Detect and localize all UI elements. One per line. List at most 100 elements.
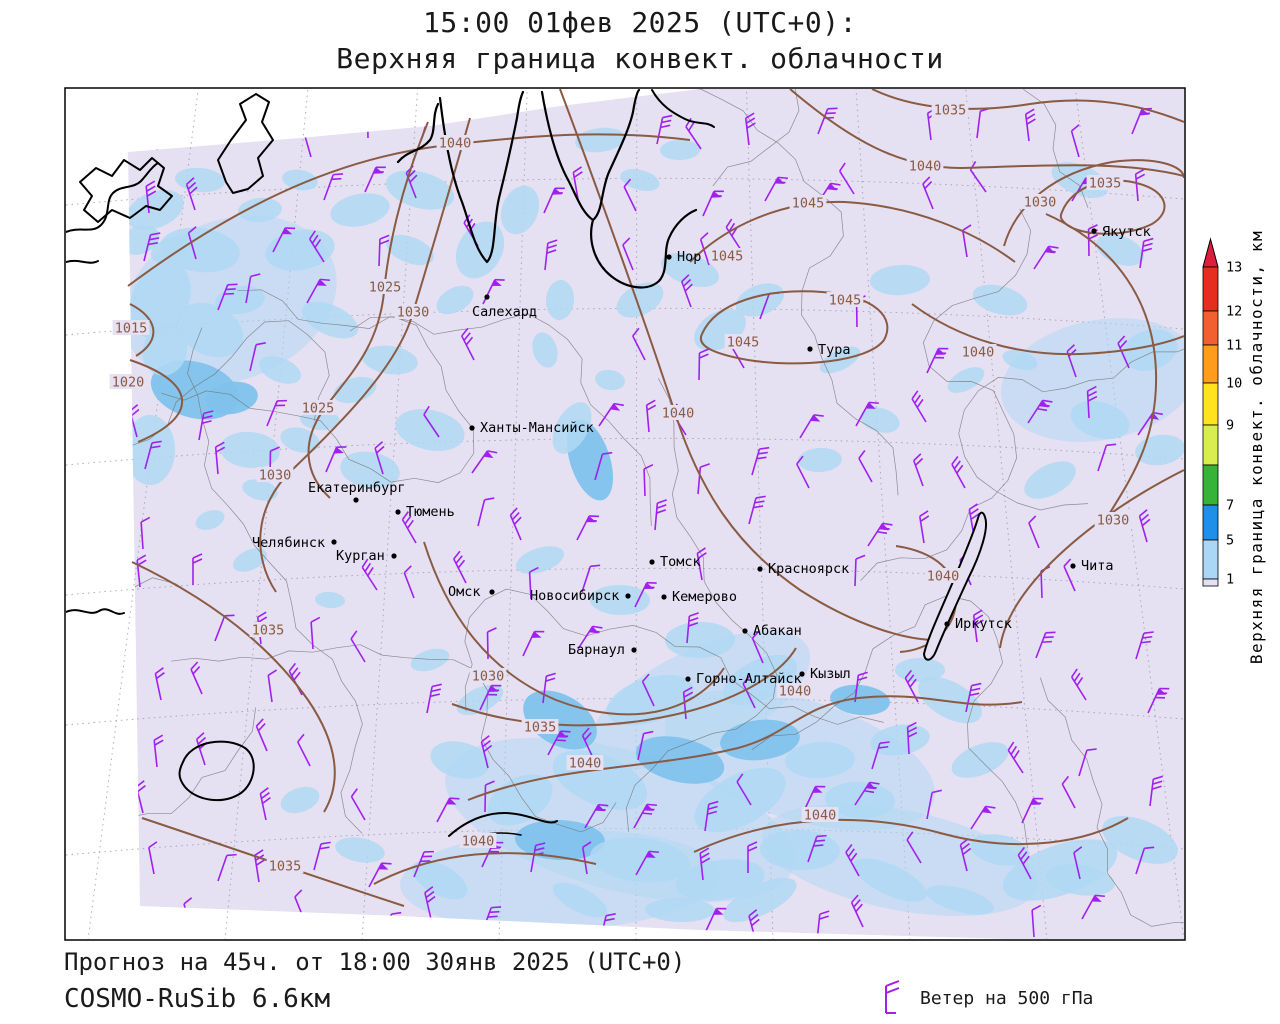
wind-barb <box>594 451 613 481</box>
colorbar-segment <box>1202 539 1219 580</box>
wind-barb <box>144 440 162 470</box>
wind-barb <box>622 237 634 271</box>
isobar-label: 1025 <box>302 401 335 417</box>
isobar-label: 1030 <box>259 468 292 484</box>
isobar-label: 1045 <box>711 249 744 265</box>
city-dot <box>799 671 805 677</box>
city-label: Кемерово <box>672 589 737 605</box>
wind-barb <box>217 283 238 311</box>
isobar-label: 1045 <box>727 335 760 351</box>
isobar-label: 1030 <box>1097 513 1130 529</box>
isobar-label: 1040 <box>662 406 695 422</box>
wind-barb <box>799 414 824 439</box>
wind-barb <box>576 515 600 541</box>
wind-barb <box>185 177 198 211</box>
wind-barb <box>698 348 709 381</box>
city-dot <box>353 497 359 503</box>
wind-barb <box>154 667 165 701</box>
wind-barb <box>1147 687 1170 714</box>
wind-barb <box>1135 631 1154 660</box>
colorbar-segment <box>1202 424 1219 466</box>
isobar-label: 1030 <box>1024 195 1057 211</box>
city-label: Омск <box>448 584 481 600</box>
wind-barb <box>696 547 707 581</box>
isobar-label: 1045 <box>829 293 862 309</box>
wind-barb <box>906 831 922 864</box>
wind-barb <box>1017 846 1032 880</box>
city-label: Тюмень <box>406 504 455 520</box>
city-dot <box>1070 563 1076 569</box>
wind-barbs <box>129 106 1170 939</box>
wind-barb <box>635 850 659 876</box>
city-label: Тура <box>818 342 851 358</box>
wind-barb <box>656 114 673 145</box>
map-content: 1040 1035 1040 1045 1035 1030 1045 1025 1045 1030… <box>66 89 1184 939</box>
wind-barb <box>961 224 972 258</box>
wind-barb <box>633 803 657 829</box>
wind-barb <box>1135 846 1155 875</box>
wind-barb <box>484 780 495 813</box>
wind-barb <box>190 661 203 695</box>
wind-barb <box>913 453 924 487</box>
isobar-lines <box>127 89 1184 907</box>
wind-barb <box>1138 509 1151 543</box>
wind-barb <box>453 550 467 584</box>
city-label: Ханты-Мансийск <box>480 420 594 436</box>
wind-barb <box>310 616 321 650</box>
city-dot <box>661 594 667 600</box>
colorbar-segment <box>1202 504 1219 541</box>
wind-barb <box>267 669 278 703</box>
wind-barb <box>544 239 558 271</box>
wind-barb <box>153 734 164 768</box>
wind-barb <box>747 841 758 873</box>
colorbar-axis-label: Верхняя граница конвект. облачности, км <box>1247 230 1266 664</box>
wind-barb <box>140 516 151 550</box>
wind-barb <box>1086 385 1098 419</box>
wind-barb <box>854 554 866 587</box>
wind-barb <box>681 274 693 308</box>
wind-barb <box>970 805 996 830</box>
city-dot <box>757 566 763 572</box>
colorbar-segment <box>1202 344 1219 384</box>
wind-barb <box>542 672 556 704</box>
wind-barb <box>1134 168 1146 202</box>
wind-barb <box>192 553 203 585</box>
wind-barb <box>926 789 942 820</box>
isobar-label: 1035 <box>269 859 302 875</box>
wind-barb <box>623 178 637 212</box>
wind-barb <box>272 227 296 253</box>
wind-barb <box>477 497 495 527</box>
wind-barb <box>1035 631 1056 659</box>
city-label: Якутск <box>1102 224 1151 240</box>
wind-barb <box>1021 797 1044 824</box>
wind-barb <box>858 450 873 483</box>
colorbar-segment <box>1202 310 1219 346</box>
wind-barb <box>748 909 760 939</box>
wind-barb <box>854 781 880 806</box>
wind-barb <box>906 721 918 755</box>
wind-barb <box>972 609 984 643</box>
wind-barb <box>426 683 442 714</box>
wind-barb <box>1070 124 1080 158</box>
wind-barb <box>845 844 860 877</box>
isobar-label: 1040 <box>569 756 602 772</box>
page-title-product: Верхняя граница конвект. облачности <box>336 42 944 75</box>
wind-barb <box>598 402 624 427</box>
city-label: Челябинск <box>252 535 325 551</box>
wind-barb <box>572 166 583 200</box>
isobar-label: 1035 <box>524 720 557 736</box>
isobar-labels: 1040 1035 1040 1045 1035 1030 1045 1025 1045 1030… <box>109 102 1132 875</box>
wind-barb <box>266 399 287 427</box>
wind-barb <box>736 773 752 806</box>
isobar-label: 1040 <box>927 569 960 585</box>
city-label: Екатеринбург <box>308 480 406 496</box>
wind-barb <box>471 450 498 474</box>
wind-barb <box>1078 748 1097 777</box>
wind-barb <box>297 733 311 767</box>
wind-barb <box>374 441 385 475</box>
city-label: Кызыл <box>810 666 851 682</box>
wind-barb <box>641 673 655 707</box>
wind-barb <box>634 581 657 608</box>
wind-barb <box>748 495 766 525</box>
wind-barb <box>867 522 893 547</box>
